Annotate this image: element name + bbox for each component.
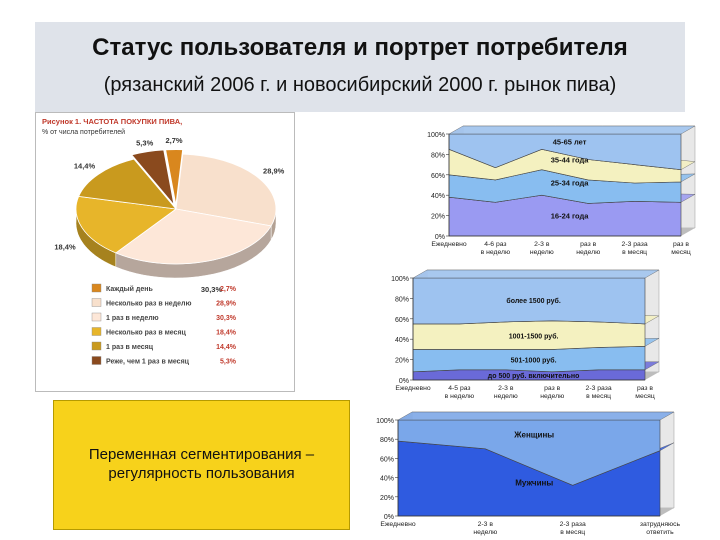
title-box: Статус пользователя и портрет потребител… bbox=[35, 22, 685, 112]
pie-chart-panel: Рисунок 1. ЧАСТОТА ПОКУПКИ ПИВА, % от чи… bbox=[35, 112, 295, 392]
pie-slice-label-3: 18,4% bbox=[54, 243, 76, 252]
gender-chart-ytick-label-5: 100% bbox=[376, 418, 394, 425]
gender-chart-xtick-label-3: затрудняюсь ответить bbox=[640, 521, 681, 536]
gender-chart-ytick-label-3: 60% bbox=[380, 456, 394, 463]
page-title: Статус пользователя и портрет потребител… bbox=[92, 34, 628, 61]
age-chart-xtick-label-2: 2-3 в неделю bbox=[530, 241, 554, 256]
pie-legend-value-2: 30,3% bbox=[216, 315, 237, 322]
age-chart-ytick-label-3: 60% bbox=[431, 173, 445, 180]
pie-legend-swatch-4 bbox=[91, 341, 102, 351]
pie-legend-swatch-0 bbox=[91, 283, 102, 293]
pie-legend-swatch-1 bbox=[91, 298, 102, 307]
income-chart-xtick-label-5: раз в месяц bbox=[635, 385, 655, 400]
age-area-chart: 16-24 года 25-34 года 35-44 года 45-65 лет 0… bbox=[427, 125, 696, 256]
pie-legend-value-1: 28,9% bbox=[216, 301, 237, 308]
gender-chart-ytick-label-4: 80% bbox=[380, 437, 394, 444]
pie-slice-label-0: 2,7% bbox=[165, 136, 182, 145]
page-subtitle: (рязанский 2006 г. и новосибирский 2000 … bbox=[103, 74, 617, 96]
pie-slice-1 bbox=[175, 153, 277, 227]
pie-slice-4 bbox=[78, 158, 177, 210]
age-chart-xtick-label-4: 2-3 раза в месяц bbox=[622, 241, 648, 256]
income-chart-series-label-3: более 1500 руб. bbox=[506, 297, 560, 305]
pie-slice-0 bbox=[165, 149, 184, 205]
age-chart-series-label-2: 35-44 года bbox=[551, 156, 590, 165]
pie-chart: Рисунок 1. ЧАСТОТА ПОКУПКИ ПИВА, % от чи… bbox=[42, 117, 285, 366]
segmentation-note: Переменная сегментирования – регулярност… bbox=[88, 446, 315, 482]
pie-legend-value-3: 18,4% bbox=[216, 330, 237, 337]
gender-chart-series-label-1: Женщины bbox=[513, 430, 554, 439]
gender-area-chart: Мужчины Женщины 0% 20% 40% 60% 80% 100% Ежедневн… bbox=[376, 411, 681, 536]
income-chart-xtick-label-2: 2-3 в неделю bbox=[494, 385, 518, 400]
income-chart-series-label-1: 501-1000 руб. bbox=[511, 357, 557, 365]
segmentation-note-box: Переменная сегментирования – регулярност… bbox=[53, 400, 350, 530]
age-chart-series-label-3: 45-65 лет bbox=[553, 138, 587, 147]
income-chart-ytick-label-2: 40% bbox=[395, 337, 409, 344]
pie-legend-label-5: Реже, чем 1 раз в месяц bbox=[106, 359, 190, 366]
age-chart-xtick-label-0: Ежедневно bbox=[431, 241, 467, 248]
pie-legend-swatch-2 bbox=[91, 312, 102, 322]
gender-chart-series-label-0: Мужчины bbox=[515, 478, 553, 487]
pie-legend-swatch-3 bbox=[91, 327, 102, 336]
pie-slice-label-4: 14,4% bbox=[74, 161, 96, 170]
pie-legend-label-0: Каждый день bbox=[106, 285, 153, 293]
age-chart-series-top-3 bbox=[448, 125, 696, 135]
age-chart-ytick-label-0: 0% bbox=[435, 234, 445, 241]
gender-chart-ytick-label-2: 40% bbox=[380, 476, 394, 483]
gender-chart-series-top-1 bbox=[397, 411, 675, 421]
pie-subtitle: % от числа потребителей bbox=[42, 128, 125, 136]
age-chart-ytick-label-1: 20% bbox=[431, 214, 445, 221]
pie-legend-label-1: Несколько раз в неделю bbox=[106, 301, 191, 308]
income-chart-ytick-label-3: 60% bbox=[395, 317, 409, 324]
age-chart-xtick-label-1: 4-6 раз в неделю bbox=[481, 241, 510, 256]
pie-legend-label-4: 1 раз в месяц bbox=[106, 344, 154, 351]
pie-legend-label-3: Несколько раз в месяц bbox=[106, 330, 187, 337]
income-chart-ytick-label-5: 100% bbox=[391, 276, 409, 283]
income-area-chart: до 500 руб. включительно 501-1000 руб. 100… bbox=[391, 269, 660, 400]
gender-chart-xtick-label-1: 2-3 в неделю bbox=[473, 521, 497, 536]
age-chart-ytick-label-4: 80% bbox=[431, 152, 445, 159]
pie-legend-value-4: 14,4% bbox=[216, 344, 237, 351]
income-chart-series-label-2: 1001-1500 руб. bbox=[509, 333, 559, 341]
income-chart-ytick-label-1: 20% bbox=[395, 358, 409, 365]
pie-slice-label-5: 5,3% bbox=[136, 139, 153, 148]
pie-legend-label-2: 1 раз в неделю bbox=[106, 315, 159, 322]
pie-title: Рисунок 1. ЧАСТОТА ПОКУПКИ ПИВА, bbox=[42, 117, 182, 126]
pie-legend-value-0: 2,7% bbox=[220, 286, 237, 293]
pie-legend-swatch-5 bbox=[91, 356, 102, 365]
age-chart-series-label-1: 25-34 года bbox=[551, 178, 590, 187]
age-chart-xtick-label-3: раз в неделю bbox=[576, 241, 600, 256]
gender-chart-ytick-label-1: 20% bbox=[380, 495, 394, 502]
pie-legend-value-5: 5,3% bbox=[220, 359, 237, 366]
gender-chart-xtick-label-2: 2-3 раза в месяц bbox=[560, 521, 586, 536]
income-chart-ytick-label-0: 0% bbox=[399, 378, 409, 385]
age-chart-ytick-label-5: 100% bbox=[427, 132, 445, 139]
income-chart-xtick-label-3: раз в неделю bbox=[540, 385, 564, 400]
pie-slice-label-1: 28,9% bbox=[263, 166, 285, 175]
income-chart-xtick-label-4: 2-3 раза в месяц bbox=[586, 385, 612, 400]
gender-chart-xtick-label-0: Ежедневно bbox=[380, 521, 416, 528]
age-chart-series-label-0: 16-24 года bbox=[551, 212, 590, 221]
income-chart-xtick-label-0: Ежедневно bbox=[395, 385, 431, 392]
age-chart-ytick-label-2: 40% bbox=[431, 193, 445, 200]
pie-slice-3 bbox=[75, 195, 178, 254]
age-chart-xtick-label-5: раз в месяц bbox=[671, 241, 691, 256]
income-chart-series-label-0: до 500 руб. включительно bbox=[488, 372, 580, 380]
pie-slice-2 bbox=[114, 208, 272, 265]
gender-chart-ytick-label-0: 0% bbox=[384, 514, 394, 521]
income-chart-series-top-3 bbox=[412, 269, 660, 279]
income-chart-xtick-label-1: 4-5 раз в неделю bbox=[445, 385, 474, 400]
income-chart-ytick-label-4: 80% bbox=[395, 296, 409, 303]
pie-slice-5 bbox=[131, 149, 175, 207]
pie-slice-label-2: 30,3% bbox=[201, 285, 223, 294]
